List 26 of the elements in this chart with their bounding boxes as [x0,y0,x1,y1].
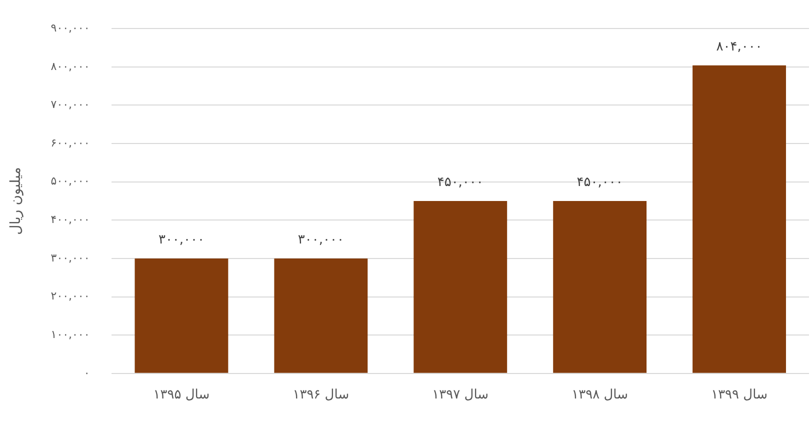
bar [414,201,508,373]
y-tick-label: ۷۰۰,۰۰۰ [50,98,90,112]
x-tick-label: سال ۱۳۹۵ [153,388,210,403]
y-tick-label: ۶۰۰,۰۰۰ [50,136,90,150]
data-label: ۳۰۰,۰۰۰ [298,232,344,248]
bar [692,65,786,373]
y-tick-label: ۴۰۰,۰۰۰ [50,213,90,226]
x-tick-label: سال ۱۳۹۷ [432,388,489,403]
data-label: ۳۰۰,۰۰۰ [158,232,204,248]
x-tick-label: سال ۱۳۹۹ [711,388,768,403]
y-tick-label: ۸۰۰,۰۰۰ [50,60,90,73]
x-tick-label: سال ۱۳۹۸ [572,388,628,403]
y-tick-label: ۲۰۰,۰۰۰ [50,290,90,303]
y-tick-label: ۹۰۰,۰۰۰ [50,21,90,34]
y-tick-label: ۵۰۰,۰۰۰ [50,174,90,188]
y-tick-label: ۳۰۰,۰۰۰ [50,251,90,264]
y-tick-label: ۰ [84,366,90,380]
bar [553,201,647,373]
data-label: ۸۰۴,۰۰۰ [716,39,762,54]
y-axis-title: میلیون ریال [8,167,24,235]
bar [134,258,228,373]
data-label: ۴۵۰,۰۰۰ [576,174,623,190]
data-label: ۴۵۰,۰۰۰ [437,174,484,190]
y-tick-label: ۱۰۰,۰۰۰ [50,328,90,341]
x-tick-label: سال ۱۳۹۶ [292,388,350,403]
bar [274,258,368,373]
